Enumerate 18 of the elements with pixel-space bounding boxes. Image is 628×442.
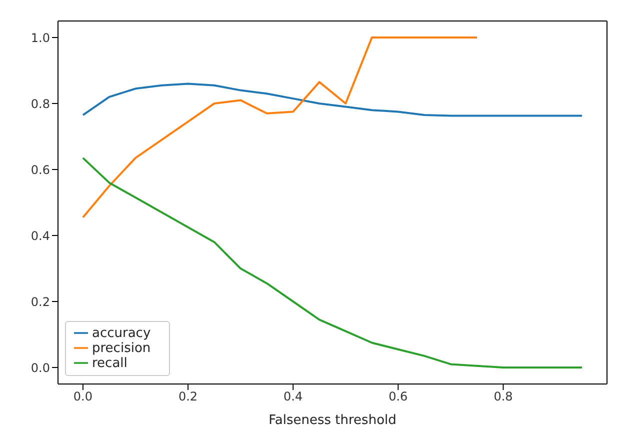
line-series <box>82 82 584 117</box>
x-tick-label: 0.0 <box>73 390 92 404</box>
y-tick-label: 0.6 <box>30 162 50 177</box>
y-tick-label: 0.4 <box>30 228 50 243</box>
x-tick-label: 0.2 <box>178 390 198 404</box>
line-series <box>82 36 478 218</box>
legend-label: precision <box>92 341 151 356</box>
y-tick-label: 0.8 <box>30 96 50 111</box>
legend-label: accuracy <box>92 326 151 341</box>
x-tick-label: 0.8 <box>494 390 513 404</box>
x-tick-label: 0.4 <box>284 390 303 404</box>
y-tick-label: 0.2 <box>30 294 50 309</box>
x-axis-title: Falseness threshold <box>268 413 396 428</box>
x-tick-label: 0.6 <box>388 390 408 404</box>
y-tick-label: 1.0 <box>30 30 50 45</box>
legend-label: recall <box>92 356 128 371</box>
y-tick-label: 0.0 <box>30 360 50 375</box>
line-series <box>82 156 584 368</box>
